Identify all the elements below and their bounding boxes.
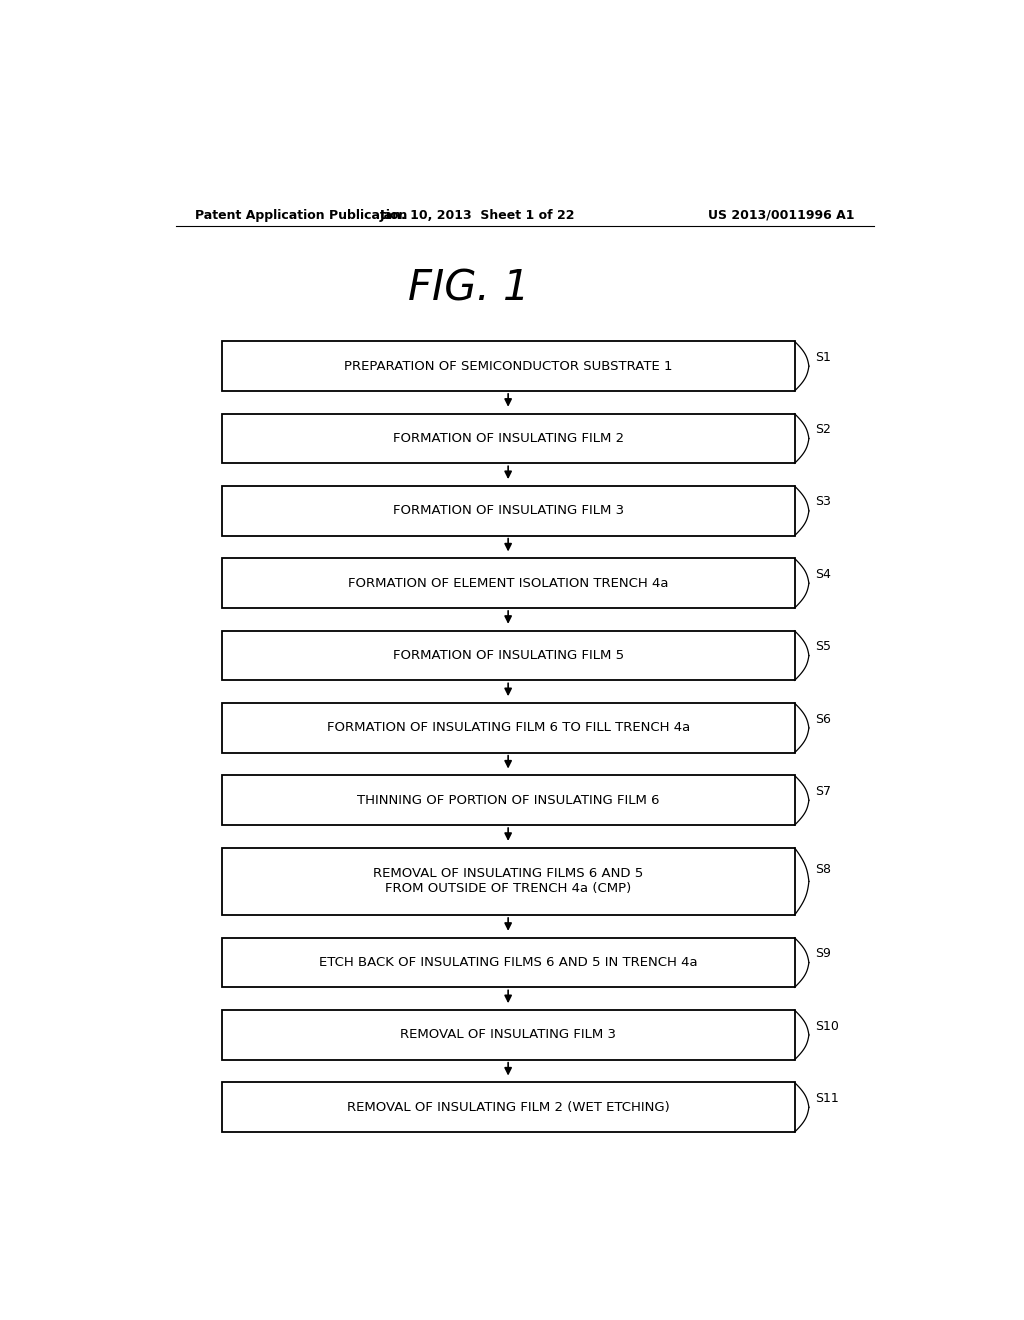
Text: S1: S1 [815,351,831,364]
Bar [221,847,795,915]
Text: S2: S2 [815,424,831,436]
Text: REMOVAL OF INSULATING FILMS 6 AND 5
FROM OUTSIDE OF TRENCH 4a (CMP): REMOVAL OF INSULATING FILMS 6 AND 5 FROM… [373,867,643,895]
Text: S3: S3 [815,495,831,508]
Bar [221,631,795,680]
Text: FORMATION OF ELEMENT ISOLATION TRENCH 4a: FORMATION OF ELEMENT ISOLATION TRENCH 4a [348,577,669,590]
Bar [221,413,795,463]
Text: S7: S7 [815,785,831,797]
Bar [221,937,795,987]
Text: S10: S10 [815,1019,839,1032]
Text: S5: S5 [815,640,831,653]
Bar [221,486,795,536]
Text: S11: S11 [815,1092,839,1105]
Text: THINNING OF PORTION OF INSULATING FILM 6: THINNING OF PORTION OF INSULATING FILM 6 [357,793,659,807]
Text: Jan. 10, 2013  Sheet 1 of 22: Jan. 10, 2013 Sheet 1 of 22 [380,209,574,222]
Bar [221,558,795,609]
Text: FORMATION OF INSULATING FILM 6 TO FILL TRENCH 4a: FORMATION OF INSULATING FILM 6 TO FILL T… [327,722,690,734]
Bar [221,342,795,391]
Bar [221,1010,795,1060]
Text: S4: S4 [815,568,831,581]
Text: US 2013/0011996 A1: US 2013/0011996 A1 [708,209,854,222]
Text: Patent Application Publication: Patent Application Publication [196,209,408,222]
Bar [221,704,795,752]
Text: FORMATION OF INSULATING FILM 5: FORMATION OF INSULATING FILM 5 [392,649,624,663]
Text: S9: S9 [815,948,831,960]
Text: REMOVAL OF INSULATING FILM 3: REMOVAL OF INSULATING FILM 3 [400,1028,616,1041]
Text: ETCH BACK OF INSULATING FILMS 6 AND 5 IN TRENCH 4a: ETCH BACK OF INSULATING FILMS 6 AND 5 IN… [318,956,697,969]
Text: FIG. 1: FIG. 1 [409,268,530,309]
Text: S6: S6 [815,713,831,726]
Text: FORMATION OF INSULATING FILM 2: FORMATION OF INSULATING FILM 2 [392,432,624,445]
Bar [221,1082,795,1133]
Text: REMOVAL OF INSULATING FILM 2 (WET ETCHING): REMOVAL OF INSULATING FILM 2 (WET ETCHIN… [347,1101,670,1114]
Text: PREPARATION OF SEMICONDUCTOR SUBSTRATE 1: PREPARATION OF SEMICONDUCTOR SUBSTRATE 1 [344,359,673,372]
Bar [221,775,795,825]
Text: S8: S8 [815,863,831,876]
Text: FORMATION OF INSULATING FILM 3: FORMATION OF INSULATING FILM 3 [392,504,624,517]
